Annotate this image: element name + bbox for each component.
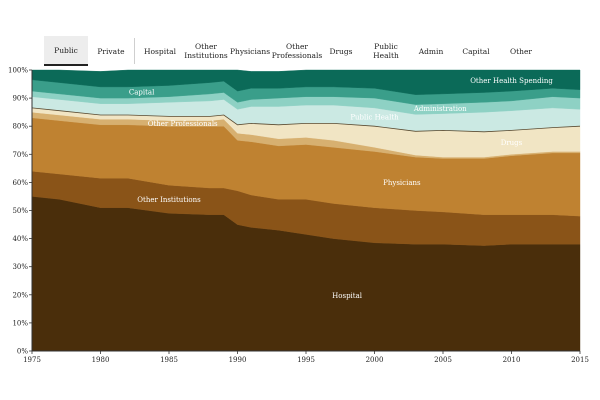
area-label-public-health: Public Health <box>350 114 399 122</box>
area-label-hospital: Hospital <box>332 292 363 300</box>
area-label-capital: Capital <box>129 89 155 97</box>
axes: 0% 10% 20% 30% 40% 50% 60% 70% 80% 90% 100% 1975 198… <box>8 67 589 365</box>
tab-other-professionals[interactable]: Other Professionals <box>271 42 323 60</box>
x-tick-label: 1990 <box>229 356 247 364</box>
area-label-physicians: Physicians <box>383 179 421 187</box>
x-tick-label: 1985 <box>160 356 178 364</box>
x-tick-label: 1975 <box>23 356 41 364</box>
x-tick-label: 2015 <box>571 356 589 364</box>
y-tick-label: 10% <box>12 319 28 327</box>
spending-category-tabs: Public Private Hospital Other Institutio… <box>44 36 541 66</box>
drugs-boundary-line <box>31 107 581 133</box>
y-tick-label: 50% <box>12 207 28 215</box>
area-labels: Hospital Other Institutions Physicians Othe… <box>129 77 553 300</box>
tab-drugs[interactable]: Drugs <box>329 46 353 56</box>
tab-other-institutions[interactable]: Other Institutions <box>184 42 228 60</box>
x-tick-label: 2010 <box>503 356 521 364</box>
area-label-other-professionals: Other Professionals <box>148 120 218 128</box>
y-tick-label: 20% <box>12 291 28 299</box>
area-label-other-institutions: Other Institutions <box>137 196 201 204</box>
tab-public-health[interactable]: Public Health <box>373 42 399 60</box>
x-tick-label: 2000 <box>366 356 384 364</box>
y-tick-label: 60% <box>12 179 28 187</box>
tab-public[interactable]: Public <box>44 36 88 66</box>
y-tick-label: 100% <box>8 67 28 75</box>
y-tick-label: 0% <box>17 348 28 356</box>
area-other-health-spending <box>31 69 581 95</box>
tab-group-divider <box>134 38 135 64</box>
area-label-drugs: Drugs <box>501 139 523 147</box>
tab-physicians[interactable]: Physicians <box>229 46 271 56</box>
tab-admin[interactable]: Admin <box>418 46 444 56</box>
y-tick-label: 70% <box>12 151 28 159</box>
tab-other[interactable]: Other <box>509 46 533 56</box>
y-tick-label: 80% <box>12 123 28 131</box>
y-tick-label: 40% <box>12 235 28 243</box>
tab-private[interactable]: Private <box>97 46 125 56</box>
x-tick-label: 2005 <box>434 356 452 364</box>
y-tick-label: 30% <box>12 263 28 271</box>
tab-capital[interactable]: Capital <box>462 46 490 56</box>
x-tick-label: 1980 <box>92 356 110 364</box>
area-label-other-health-spending: Other Health Spending <box>470 77 553 85</box>
area-layers <box>31 69 581 352</box>
x-tick-label: 1995 <box>297 356 315 364</box>
area-label-administration: Administration <box>413 105 467 113</box>
tab-hospital[interactable]: Hospital <box>144 46 176 56</box>
y-tick-label: 90% <box>12 95 28 103</box>
